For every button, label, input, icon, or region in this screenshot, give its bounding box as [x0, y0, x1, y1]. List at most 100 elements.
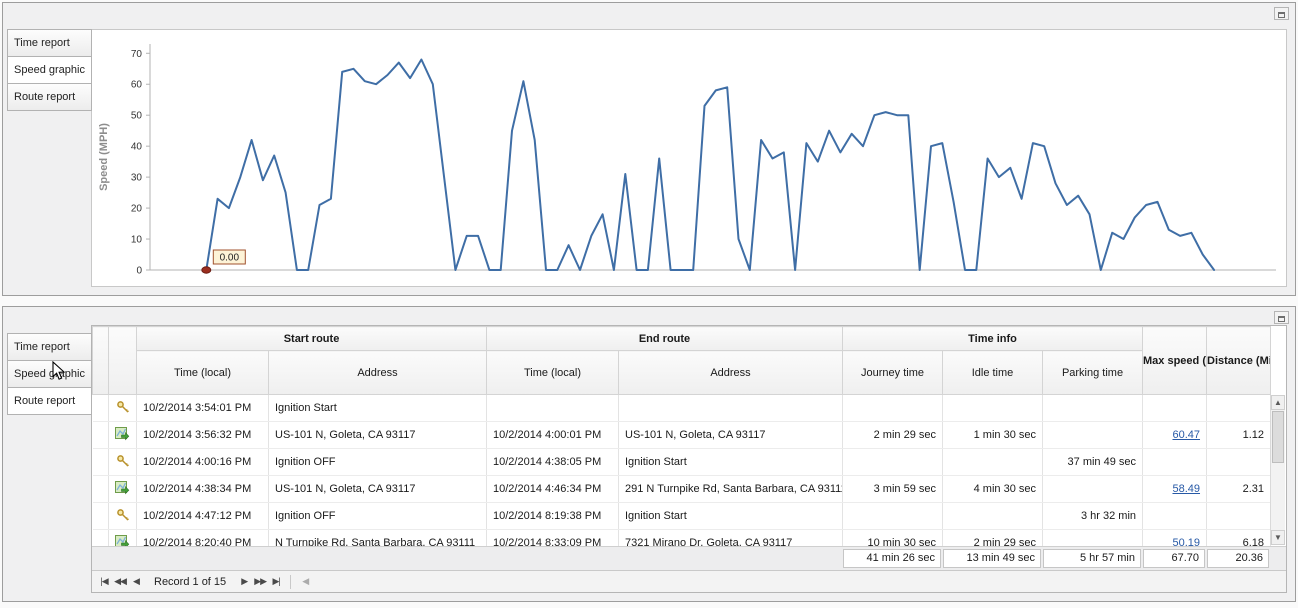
column-header-distance[interactable]: Distance (Miles) [1206, 326, 1272, 395]
row-indicator [92, 475, 109, 503]
top-tabstrip: Time report Speed graphic Route report [7, 29, 92, 111]
scroll-down-button[interactable]: ▼ [1271, 530, 1285, 545]
cell-journey-time [842, 502, 943, 530]
table-row[interactable]: 10/2/2014 3:56:32 PM US-101 N, Goleta, C… [92, 421, 1272, 449]
previous-page-button[interactable]: ◀◀ [114, 576, 127, 586]
svg-text:20: 20 [131, 204, 143, 215]
previous-record-button[interactable]: ◀ [133, 576, 140, 586]
column-header-parking-time[interactable]: Parking time [1041, 350, 1144, 395]
column-header-end-time[interactable]: Time (local) [486, 350, 619, 395]
header-indicator [92, 326, 109, 395]
svg-text:10: 10 [131, 235, 143, 246]
svg-text:0: 0 [136, 266, 142, 277]
cell-end-address [618, 394, 843, 422]
collapse-icon [1278, 11, 1285, 18]
table-row[interactable]: 10/2/2014 3:54:01 PM Ignition Start [92, 394, 1272, 422]
group-header-time-info[interactable]: Time info [841, 326, 1144, 351]
vertical-scrollbar[interactable]: ▲ ▼ [1270, 395, 1285, 545]
table-row[interactable]: 10/2/2014 4:00:16 PM Ignition OFF 10/2/2… [92, 448, 1272, 476]
cell-end-time: 10/2/2014 8:19:38 PM [486, 502, 619, 530]
header-icon-column [108, 326, 137, 395]
cell-start-time: 10/2/2014 3:56:32 PM [136, 421, 269, 449]
tab-route-report[interactable]: Route report [7, 83, 92, 111]
tab-route-report[interactable]: Route report [7, 387, 92, 415]
cell-start-time: 10/2/2014 3:54:01 PM [136, 394, 269, 422]
table-row[interactable]: 10/2/2014 4:47:12 PM Ignition OFF 10/2/2… [92, 502, 1272, 530]
cell-end-address: 291 N Turnpike Rd, Santa Barbara, CA 931… [618, 475, 843, 503]
cell-distance [1206, 448, 1272, 476]
route-icon [115, 481, 130, 495]
collapse-top-panel-button[interactable] [1274, 7, 1289, 20]
route-table: Start route End route Time info Max spee… [92, 326, 1272, 557]
group-header-start-route[interactable]: Start route [136, 326, 487, 351]
cell-max-speed [1142, 448, 1208, 476]
record-counter: Record 1 of 15 [154, 575, 227, 588]
cell-distance: 2.31 [1206, 475, 1272, 503]
bottom-tabstrip: Time report Speed graphic Route report [7, 333, 92, 415]
key-icon [116, 454, 129, 467]
cell-end-time [486, 394, 619, 422]
tab-speed-graphic[interactable]: Speed graphic [7, 56, 92, 84]
svg-text:Speed (MPH): Speed (MPH) [98, 123, 110, 191]
cell-start-time: 10/2/2014 4:00:16 PM [136, 448, 269, 476]
cell-parking-time: 3 hr 32 min [1042, 502, 1144, 530]
summary-idle-time: 13 min 49 sec [943, 549, 1041, 568]
svg-text:0.00: 0.00 [220, 253, 240, 264]
row-indicator [92, 448, 109, 476]
cell-idle-time [942, 394, 1043, 422]
column-header-idle-time[interactable]: Idle time [942, 350, 1043, 395]
next-record-button[interactable]: ▶ [241, 576, 248, 586]
cell-distance [1206, 502, 1272, 530]
cell-start-address: Ignition Start [268, 394, 487, 422]
tab-time-report[interactable]: Time report [7, 29, 92, 57]
svg-text:40: 40 [131, 142, 143, 153]
cell-idle-time: 1 min 30 sec [942, 421, 1043, 449]
cell-end-time: 10/2/2014 4:38:05 PM [486, 448, 619, 476]
column-header-start-time[interactable]: Time (local) [136, 350, 269, 395]
cell-journey-time: 2 min 29 sec [842, 421, 943, 449]
cell-parking-time [1042, 475, 1144, 503]
record-navigator: |◀ ◀◀ ◀ Record 1 of 15 ▶ ▶▶ ▶| ◀ [92, 570, 1286, 592]
cell-max-speed [1142, 502, 1208, 530]
max-speed-link[interactable]: 58.49 [1172, 483, 1201, 495]
cell-end-address: Ignition Start [618, 448, 843, 476]
tab-time-report[interactable]: Time report [7, 333, 92, 361]
cell-start-address: US-101 N, Goleta, CA 93117 [268, 475, 487, 503]
max-speed-link[interactable]: 60.47 [1172, 429, 1201, 441]
svg-text:30: 30 [131, 173, 143, 184]
cell-start-address: Ignition OFF [268, 502, 487, 530]
svg-text:60: 60 [131, 80, 143, 91]
column-header-journey-time[interactable]: Journey time [842, 350, 943, 395]
table-row[interactable]: 10/2/2014 4:38:34 PM US-101 N, Goleta, C… [92, 475, 1272, 503]
cell-idle-time: 4 min 30 sec [942, 475, 1043, 503]
cell-end-address: US-101 N, Goleta, CA 93117 [618, 421, 843, 449]
cell-start-address: US-101 N, Goleta, CA 93117 [268, 421, 487, 449]
cell-parking-time: 37 min 49 sec [1042, 448, 1144, 476]
collapse-bottom-panel-button[interactable] [1274, 311, 1289, 324]
speed-graphic-panel: Time report Speed graphic Route report 0… [2, 2, 1296, 296]
column-header-start-address[interactable]: Address [268, 350, 487, 395]
summary-max-speed: 67.70 [1143, 549, 1205, 568]
scrollbar-thumb[interactable] [1272, 411, 1284, 463]
first-record-button[interactable]: |◀ [100, 576, 108, 586]
summary-journey-time: 41 min 26 sec [843, 549, 941, 568]
scroll-up-button[interactable]: ▲ [1271, 395, 1285, 410]
key-icon [116, 508, 129, 521]
route-report-panel: Time report Speed graphic Route report [2, 306, 1296, 602]
tab-speed-graphic[interactable]: Speed graphic [7, 360, 92, 388]
cell-distance: 1.12 [1206, 421, 1272, 449]
cell-idle-time [942, 502, 1043, 530]
speed-line-chart: 0 10 20 30 40 50 60 70 Speed (MPH) 0.00 [98, 44, 1276, 277]
route-grid: Start route End route Time info Max spee… [91, 325, 1287, 593]
column-header-max-speed[interactable]: Max speed (MPH) [1142, 326, 1208, 395]
svg-text:50: 50 [131, 111, 143, 122]
row-indicator [92, 421, 109, 449]
next-page-button[interactable]: ▶▶ [254, 576, 267, 586]
speed-chart[interactable]: 0 10 20 30 40 50 60 70 Speed (MPH) 0.00 [91, 29, 1287, 287]
last-record-button[interactable]: ▶| [272, 576, 281, 586]
group-header-end-route[interactable]: End route [486, 326, 843, 351]
hscroll-left-button[interactable]: ◀ [302, 576, 309, 586]
cell-end-address: Ignition Start [618, 502, 843, 530]
column-header-end-address[interactable]: Address [618, 350, 843, 395]
